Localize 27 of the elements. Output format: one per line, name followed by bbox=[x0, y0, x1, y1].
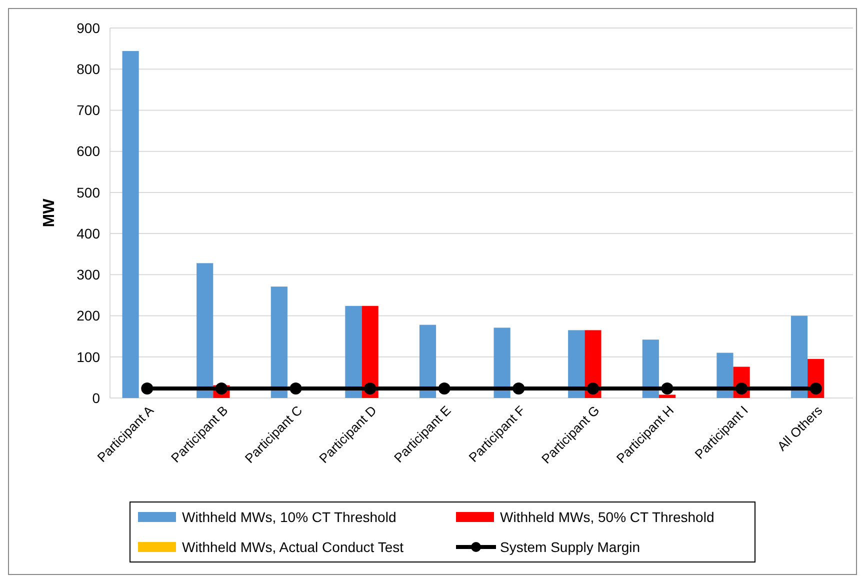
y-tick-label: 0 bbox=[92, 390, 100, 406]
y-tick-label: 500 bbox=[76, 184, 100, 200]
y-tick-label: 800 bbox=[76, 61, 100, 78]
y-tick-label: 600 bbox=[76, 143, 100, 160]
legend-label: Withheld MWs, 50% CT Threshold bbox=[500, 508, 714, 525]
y-tick-label: 300 bbox=[76, 266, 100, 283]
bar bbox=[270, 286, 288, 398]
bar bbox=[362, 306, 378, 398]
bar bbox=[196, 263, 214, 398]
y-tick-label: 700 bbox=[76, 102, 100, 118]
legend-label: Withheld MWs, 10% CT Threshold bbox=[182, 508, 396, 525]
bar bbox=[494, 328, 510, 398]
y-tick-label: 900 bbox=[76, 20, 100, 36]
bar bbox=[419, 324, 436, 398]
bar bbox=[345, 306, 362, 398]
legend-label: System Supply Margin bbox=[500, 538, 640, 555]
bar bbox=[642, 340, 659, 398]
legend-label: Withheld MWs, Actual Conduct Test bbox=[182, 538, 404, 555]
y-axis-title: MW bbox=[41, 198, 58, 228]
y-tick-label: 400 bbox=[76, 225, 100, 242]
bar bbox=[716, 352, 734, 398]
y-tick-label: 200 bbox=[76, 308, 100, 324]
bar bbox=[568, 330, 585, 398]
bar bbox=[122, 51, 139, 398]
bar bbox=[658, 394, 676, 398]
bar bbox=[790, 316, 808, 398]
y-tick-label: 100 bbox=[76, 348, 100, 365]
